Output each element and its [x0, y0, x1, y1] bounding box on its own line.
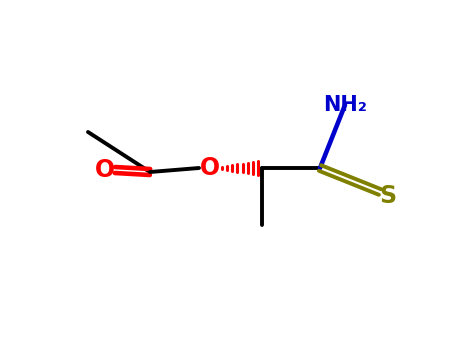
Text: O: O	[95, 158, 115, 182]
Text: NH₂: NH₂	[323, 95, 367, 115]
Text: S: S	[379, 184, 397, 208]
Text: O: O	[200, 156, 220, 180]
